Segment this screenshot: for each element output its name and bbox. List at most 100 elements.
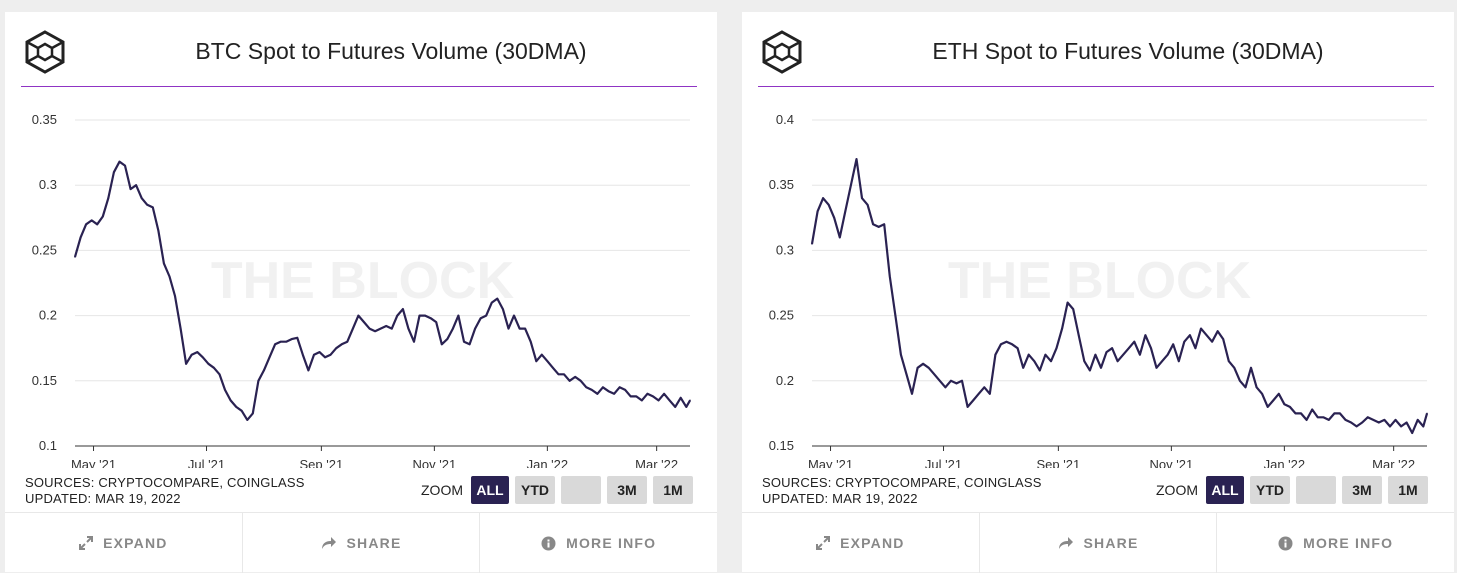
data-point: [1000, 343, 1002, 346]
zoom-blank-button[interactable]: [561, 476, 601, 504]
data-point: [557, 373, 560, 376]
data-point: [379, 327, 382, 330]
share-button[interactable]: SHARE: [243, 513, 481, 573]
data-point: [390, 327, 393, 330]
y-tick-label: 0.2: [776, 373, 794, 388]
data-point: [618, 386, 621, 389]
data-point: [207, 363, 210, 365]
sources-label: SOURCES: CRYPTOCOMPARE, COINGLASS: [762, 475, 1042, 490]
more-info-button[interactable]: MORE INFO: [480, 513, 717, 573]
data-point: [1372, 419, 1375, 421]
data-point: [402, 308, 404, 310]
data-point: [74, 256, 76, 258]
data-point: [407, 327, 410, 330]
data-point: [602, 386, 604, 389]
data-point: [546, 360, 549, 363]
x-tick-label: Jul '21: [188, 457, 225, 468]
data-point: [435, 321, 438, 323]
data-point: [1033, 360, 1036, 363]
data-point: [163, 262, 165, 265]
data-point: [285, 340, 287, 343]
zoom-3m-button[interactable]: 3M: [1342, 476, 1382, 504]
data-point: [689, 399, 691, 402]
data-point: [246, 419, 249, 421]
expand-button[interactable]: EXPAND: [5, 513, 243, 573]
data-point: [1133, 340, 1136, 343]
expand-label: EXPAND: [840, 535, 905, 551]
data-point: [900, 353, 902, 356]
data-point: [1150, 347, 1152, 349]
data-point: [883, 223, 886, 226]
data-point: [290, 338, 293, 340]
data-point: [1394, 419, 1397, 421]
data-point: [479, 317, 482, 320]
data-point: [629, 395, 632, 398]
data-point: [1022, 366, 1024, 369]
data-point: [1039, 369, 1041, 372]
data-point: [927, 366, 930, 369]
data-point: [877, 226, 880, 228]
zoom-1m-button[interactable]: 1M: [1388, 476, 1428, 504]
zoom-3m-button[interactable]: 3M: [607, 476, 647, 504]
data-point: [1077, 334, 1080, 336]
data-point: [1027, 353, 1030, 356]
chart-card-eth: ETH Spot to Futures Volume (30DMA) 0.15 0…: [742, 12, 1454, 573]
data-point: [157, 230, 160, 232]
data-point: [485, 314, 488, 317]
more-info-button[interactable]: MORE INFO: [1217, 513, 1454, 573]
data-point: [816, 210, 819, 213]
x-tick-label: Sep '21: [300, 457, 344, 468]
data-point: [1416, 419, 1419, 421]
zoom-1m-button[interactable]: 1M: [653, 476, 693, 504]
watermark-text: THE BLOCK: [211, 252, 515, 310]
data-point: [196, 351, 199, 353]
data-point: [279, 340, 282, 343]
data-point: [1355, 425, 1358, 428]
expand-button[interactable]: EXPAND: [742, 513, 980, 573]
data-point: [335, 347, 337, 349]
data-point: [944, 386, 947, 389]
data-point: [1200, 327, 1202, 330]
chart-title: BTC Spot to Futures Volume (30DMA): [195, 38, 587, 64]
data-point: [224, 389, 226, 391]
y-tick-label: 0.35: [769, 177, 794, 192]
data-point: [413, 340, 415, 343]
the-block-logo-icon: [25, 30, 65, 74]
zoom-label: ZOOM: [421, 482, 463, 498]
data-point: [1122, 353, 1125, 356]
share-button[interactable]: SHARE: [980, 513, 1218, 573]
chart-title: ETH Spot to Futures Volume (30DMA): [932, 38, 1324, 64]
data-point: [1066, 301, 1069, 304]
zoom-ytd-button[interactable]: YTD: [515, 476, 555, 504]
data-point: [513, 314, 515, 317]
zoom-ytd-button[interactable]: YTD: [1250, 476, 1290, 504]
data-point: [1183, 340, 1186, 343]
data-point: [457, 314, 460, 317]
zoom-all-button[interactable]: ALL: [1206, 476, 1244, 504]
line-chart-eth: 0.15 0.2 0.25 0.3 0.35 0.4 THE BLOCK May '21 Jul…: [769, 112, 1429, 468]
data-point: [1227, 360, 1230, 363]
data-point: [124, 164, 126, 167]
data-point: [1383, 419, 1386, 421]
data-point: [429, 317, 432, 320]
data-point: [1016, 347, 1019, 349]
data-point: [502, 308, 504, 310]
data-point: [1294, 412, 1297, 415]
data-point: [1305, 419, 1308, 421]
data-point: [1161, 360, 1163, 363]
zoom-blank-button[interactable]: [1296, 476, 1336, 504]
data-point: [585, 386, 588, 389]
data-point: [363, 321, 365, 323]
data-point: [318, 351, 321, 353]
zoom-all-button[interactable]: ALL: [471, 476, 509, 504]
data-point: [307, 369, 310, 372]
data-point: [1350, 421, 1352, 424]
y-tick-label: 0.35: [32, 112, 57, 127]
data-point: [1322, 416, 1325, 419]
data-point: [152, 206, 154, 209]
data-point: [955, 382, 958, 385]
data-point: [977, 393, 980, 395]
data-point: [894, 314, 897, 317]
data-point: [579, 380, 582, 382]
data-point: [79, 236, 82, 239]
